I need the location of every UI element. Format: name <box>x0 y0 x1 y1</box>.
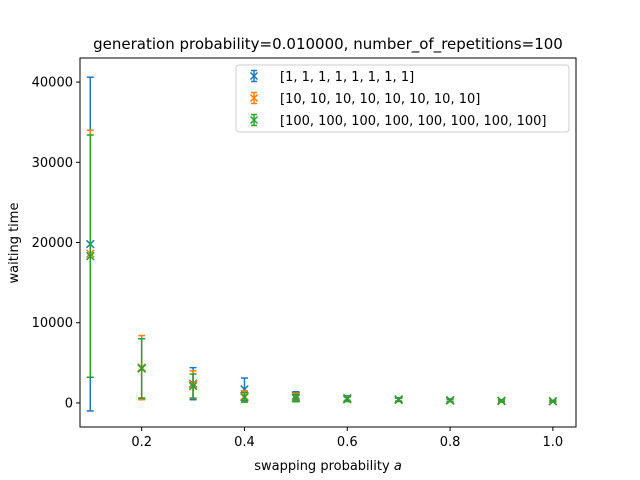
legend-marker <box>249 71 259 81</box>
data-point-marker <box>497 396 506 406</box>
y-tick-label: 10000 <box>32 316 73 331</box>
chart-title: generation probability=0.010000, number_… <box>93 35 563 54</box>
y-axis-label: waiting time <box>7 203 22 284</box>
x-tick-label: 0.4 <box>234 435 255 450</box>
data-point-marker <box>548 396 558 406</box>
data-point-marker <box>342 394 352 404</box>
data-point-marker <box>188 381 198 391</box>
y-tick-label: 40000 <box>32 76 73 91</box>
data-point-marker <box>445 396 455 405</box>
series-layer <box>85 76 558 412</box>
legend-label: [10, 10, 10, 10, 10, 10, 10, 10] <box>280 92 480 107</box>
legend-marker <box>249 93 259 103</box>
x-tick-label: 0.8 <box>440 435 461 450</box>
y-tick-label: 30000 <box>32 156 73 171</box>
data-point-marker <box>85 251 95 261</box>
y-axis-ticks: 0 10000 20000 30000 40000 <box>32 76 80 411</box>
x-axis-label: swapping probability a <box>254 459 402 474</box>
plot-frame <box>79 57 577 428</box>
y-tick-label: 0 <box>65 396 73 411</box>
data-point-marker <box>137 364 147 373</box>
y-tick-label: 20000 <box>32 236 73 251</box>
series-3 <box>85 134 558 406</box>
data-point-marker <box>394 395 404 405</box>
x-tick-label: 0.2 <box>131 435 152 450</box>
data-point-marker <box>291 393 301 403</box>
legend-marker <box>249 115 259 125</box>
legend-frame <box>235 64 570 133</box>
data-point-marker <box>240 392 249 402</box>
legend-label: [100, 100, 100, 100, 100, 100, 100, 100] <box>280 114 547 129</box>
legend-label: [1, 1, 1, 1, 1, 1, 1, 1] <box>280 70 414 85</box>
x-tick-label: 1.0 <box>543 435 564 450</box>
legend: [1, 1, 1, 1, 1, 1, 1, 1] [10, 10, 10, 10,… <box>235 64 570 133</box>
x-tick-label: 0.6 <box>337 435 358 450</box>
x-axis-ticks: 0.2 0.4 0.6 0.8 1.0 <box>131 427 563 450</box>
